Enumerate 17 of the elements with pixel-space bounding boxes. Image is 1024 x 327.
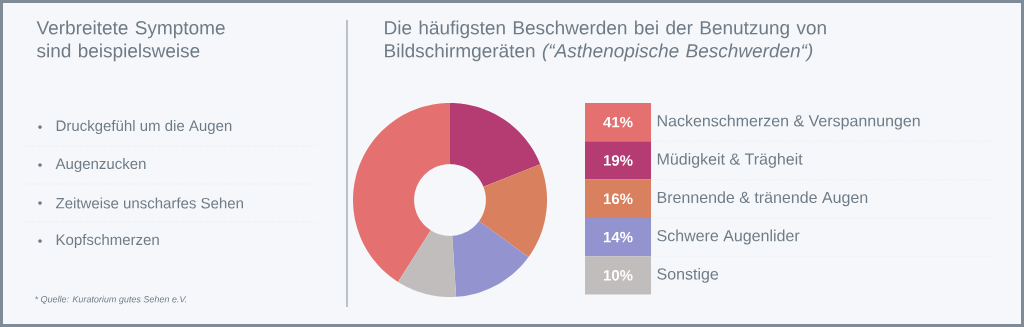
data-label: 14% bbox=[603, 231, 633, 243]
legend-label: Müdigkeit & Trägheit bbox=[657, 152, 803, 168]
data-label: 41% bbox=[603, 116, 633, 128]
legend-label: Sonstige bbox=[657, 267, 719, 283]
text: Verbreitete Symptome sind beispielsweise bbox=[36, 20, 225, 62]
legend-label: Nackenschmerzen & Verspannungen bbox=[657, 114, 920, 130]
data-label: 10% bbox=[603, 270, 633, 281]
chart-title: Die häufigsten Beschwerden bei der Benutzung von Bildschirmgeräten (“Asthenopische Beschwerden“) bbox=[385, 20, 826, 62]
text: Zeitweise unscharfes Sehen bbox=[56, 197, 243, 209]
legend-label: Schwere Augenlider bbox=[657, 229, 800, 245]
text: Druckgefühl um die Augen bbox=[56, 120, 232, 134]
text: * Quelle: Kuratorium gutes Sehen e.V. bbox=[35, 295, 187, 305]
text: Kopfschmerzen bbox=[56, 234, 159, 248]
data-label: 19% bbox=[603, 155, 633, 166]
legend-label: Brennende & tränende Augen bbox=[657, 191, 868, 207]
text: Augenzucken bbox=[55, 158, 146, 172]
data-label: 16% bbox=[603, 193, 633, 205]
